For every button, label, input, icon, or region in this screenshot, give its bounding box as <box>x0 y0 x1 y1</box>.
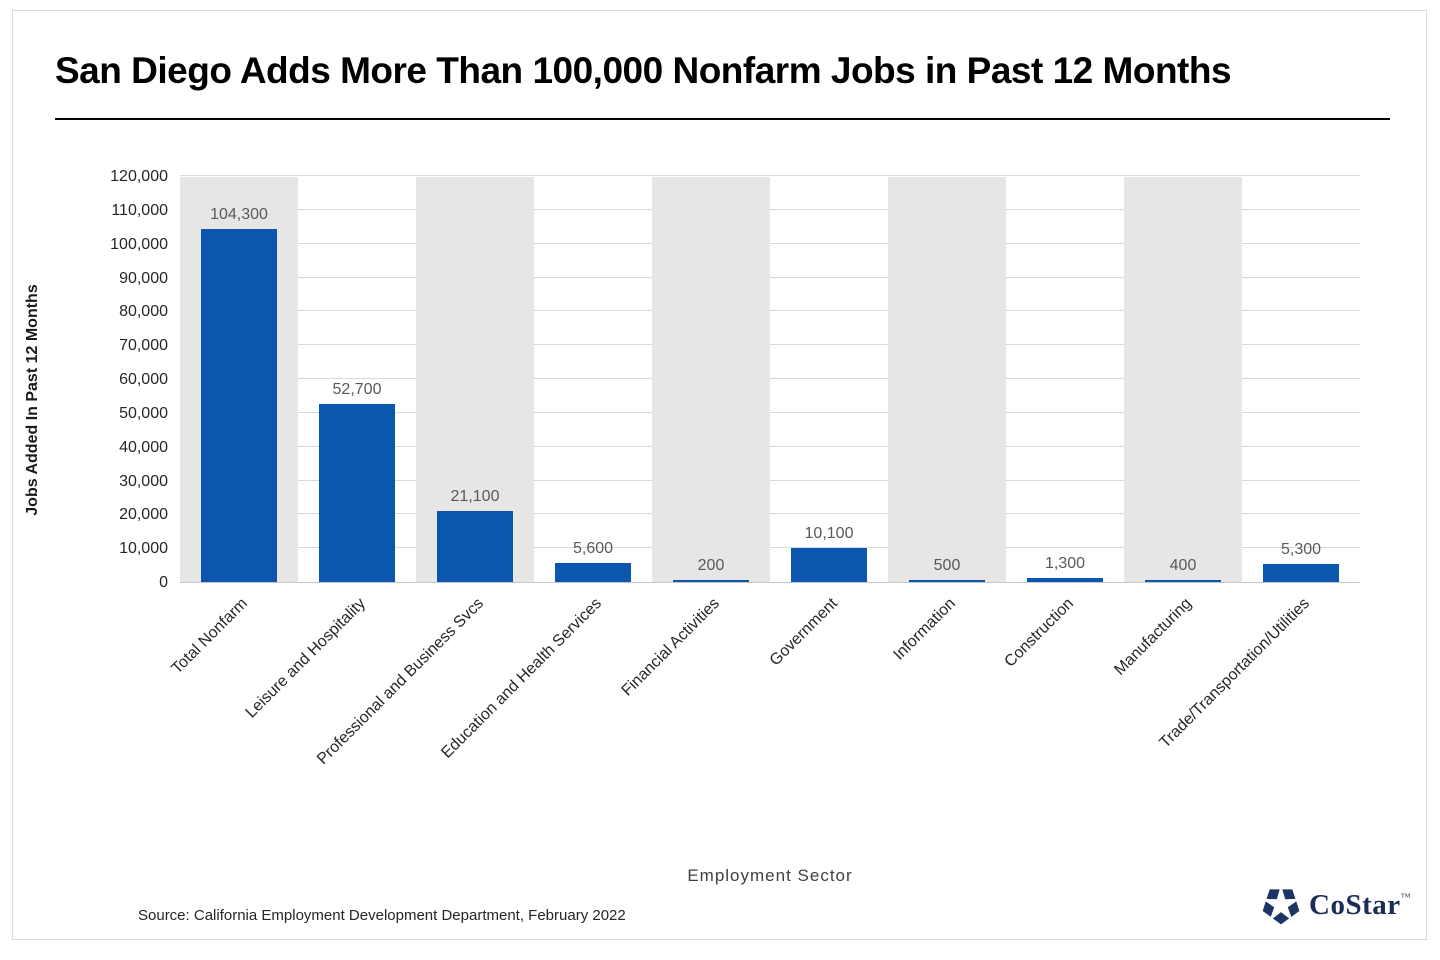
costar-wordmark-text: CoStar <box>1309 888 1401 921</box>
gridline <box>180 344 1360 346</box>
y-tick-label: 90,000 <box>119 269 168 287</box>
bar-professional-and-business-svcs <box>437 511 513 582</box>
bar-government <box>791 548 867 582</box>
costar-logo: CoStar™ <box>1260 884 1410 926</box>
plot-area: 104,300 52,700 21,100 5,600 200 10,100 500 1,30… <box>180 175 1360 583</box>
bar-leisure-and-hospitality <box>319 404 395 582</box>
gridline <box>180 479 1360 481</box>
y-tick-label: 0 <box>159 574 168 591</box>
plot-band <box>888 177 1006 582</box>
title-rule <box>55 118 1390 120</box>
trademark-symbol: ™ <box>1400 891 1411 903</box>
bar-value-label: 5,300 <box>1280 541 1322 558</box>
bar-total-nonfarm <box>201 229 277 582</box>
gridline <box>180 547 1360 549</box>
y-tick-label: 10,000 <box>119 540 168 558</box>
gridline <box>180 513 1360 515</box>
gridline <box>180 445 1360 447</box>
bar-value-label: 5,600 <box>572 540 614 557</box>
gridline <box>180 378 1360 379</box>
gridline <box>180 276 1360 278</box>
chart-title: San Diego Adds More Than 100,000 Nonfarm… <box>55 50 1232 91</box>
costar-pinwheel-icon <box>1261 884 1301 925</box>
y-tick-label: 110,000 <box>111 201 168 219</box>
y-tick-label: 60,000 <box>119 371 168 388</box>
bar-information <box>909 580 985 582</box>
bar-value-label: 104,300 <box>210 206 268 223</box>
y-axis-title: Jobs Added In Past 12 Months <box>24 284 41 516</box>
plot-band <box>652 177 770 582</box>
y-tick-label: 120,000 <box>110 168 168 185</box>
bar-value-label: 500 <box>933 557 961 574</box>
x-axis-title: Employment Sector <box>687 866 853 885</box>
y-tick-label: 20,000 <box>119 506 168 524</box>
gridline <box>180 175 1360 176</box>
gridline <box>180 208 1360 210</box>
y-tick-label: 70,000 <box>119 337 168 355</box>
bar-construction <box>1027 578 1103 582</box>
bar-value-label: 21,100 <box>450 488 500 505</box>
source-note: Source: California Employment Developmen… <box>138 907 626 924</box>
y-tick-label: 80,000 <box>119 303 168 321</box>
bar-value-label: 10,100 <box>804 525 854 542</box>
bar-value-label: 52,700 <box>332 381 382 398</box>
gridline <box>180 310 1360 312</box>
bar-value-label: 200 <box>697 557 725 574</box>
y-tick-label: 40,000 <box>119 438 168 456</box>
costar-wordmark: CoStar™ <box>1309 889 1410 922</box>
bar-value-label: 1,300 <box>1044 555 1086 572</box>
gridline <box>180 411 1360 413</box>
plot-band <box>1124 177 1242 582</box>
bar-education-and-health-services <box>555 563 631 582</box>
y-tick-label: 100,000 <box>110 235 168 253</box>
y-tick-label: 50,000 <box>119 404 168 422</box>
y-tick-label: 30,000 <box>119 472 168 490</box>
bar-manufacturing <box>1145 580 1221 582</box>
gridline <box>180 242 1360 244</box>
bar-financial-activities <box>673 580 749 582</box>
bar-trade-transportation-utilities <box>1263 564 1339 582</box>
bar-value-label: 400 <box>1169 557 1197 574</box>
